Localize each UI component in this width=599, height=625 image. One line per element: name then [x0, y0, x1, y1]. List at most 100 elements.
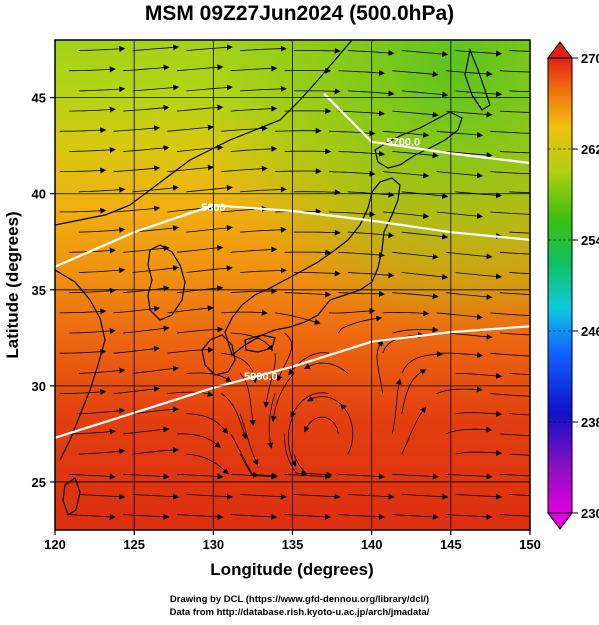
streamline [221, 309, 268, 316]
streamline [267, 393, 276, 449]
streamline [132, 44, 180, 51]
streamline [347, 191, 395, 198]
streamline [240, 267, 287, 274]
streamline [436, 386, 483, 394]
streamline [186, 225, 233, 233]
streamline [392, 251, 439, 260]
streamline [221, 352, 258, 384]
streamline [401, 493, 449, 500]
streamline [455, 372, 503, 379]
streamline [132, 265, 179, 273]
streamline [509, 50, 530, 52]
colorbar-bar [547, 57, 573, 514]
streamline [239, 373, 256, 427]
streamline [338, 473, 385, 480]
streamline [113, 305, 160, 314]
credits: Drawing by DCL (https://www.gfd-dennou.o… [0, 593, 599, 619]
contour-label: 5900.0 [244, 371, 278, 383]
streamline [455, 493, 503, 500]
streamline [499, 514, 530, 517]
streamline [306, 395, 349, 414]
streamline [328, 211, 376, 218]
coastline-hokkaido [374, 111, 463, 169]
streamline [123, 325, 170, 334]
streamline [455, 449, 503, 456]
colorbar-min-arrow [547, 512, 573, 530]
streamline [509, 191, 530, 194]
streamline [167, 391, 214, 397]
streamline [113, 125, 161, 132]
streamline [436, 312, 483, 320]
coastline-shikoku [244, 334, 276, 353]
streamline [455, 90, 503, 98]
streamline [240, 45, 287, 52]
y-tick-label: 35 [32, 283, 46, 298]
y-axis-label: Latitude (degrees) [3, 211, 22, 358]
streamline [455, 272, 502, 280]
streamline [490, 171, 530, 175]
colorbar-tick-label: 254 [581, 233, 599, 248]
streamline [176, 104, 224, 112]
streamline [113, 386, 160, 394]
colorbar-tick-label: 246 [581, 324, 599, 339]
streamline [436, 211, 483, 219]
streamline [338, 251, 385, 258]
streamline [240, 226, 287, 233]
streamline [240, 493, 287, 500]
streamline [132, 406, 179, 415]
streamline [392, 473, 439, 480]
streamline [376, 340, 384, 394]
streamline [78, 367, 126, 374]
streamline [69, 146, 116, 153]
streamline [509, 90, 530, 93]
contour-label: 5700.0 [387, 137, 421, 149]
streamline [446, 473, 493, 480]
streamline [113, 165, 161, 172]
streamline [436, 130, 484, 138]
streamline [382, 211, 430, 219]
streamline [221, 165, 268, 172]
streamline [123, 245, 170, 253]
streamline [401, 272, 449, 280]
streamline [436, 352, 484, 359]
streamline [490, 312, 530, 316]
colorbar: 230 238 246 254 262 270 [547, 41, 599, 530]
streamline [347, 90, 395, 97]
streamline [123, 285, 170, 294]
streamline [509, 272, 530, 274]
streamline [230, 288, 278, 295]
streamline [123, 104, 170, 112]
streamline [78, 493, 126, 500]
streamline [401, 231, 449, 240]
coastline-kyushu [201, 334, 236, 376]
streamline [294, 47, 341, 54]
streamline [240, 186, 287, 193]
streamline [347, 231, 395, 239]
streamline [275, 312, 321, 325]
streamline [446, 151, 493, 159]
streamline [230, 105, 278, 112]
streamline [303, 362, 349, 374]
streamline [446, 513, 493, 520]
streamline [69, 66, 116, 73]
streamline [509, 373, 530, 376]
wind-streamlines [59, 44, 530, 520]
streamline [490, 211, 530, 215]
streamline [230, 513, 278, 520]
x-tick-label: 140 [361, 537, 383, 552]
streamline [293, 453, 333, 478]
streamline [59, 127, 107, 134]
streamline [445, 426, 493, 435]
coastline-sakhalin [464, 47, 491, 111]
coastline-china-east [55, 269, 106, 461]
streamline [69, 473, 116, 480]
streamline [490, 393, 530, 397]
streamline [78, 407, 126, 415]
streamline [290, 392, 329, 419]
x-tick-label: 125 [123, 537, 145, 552]
streamline [509, 413, 530, 416]
streamline [392, 110, 439, 118]
streamline [338, 315, 383, 334]
